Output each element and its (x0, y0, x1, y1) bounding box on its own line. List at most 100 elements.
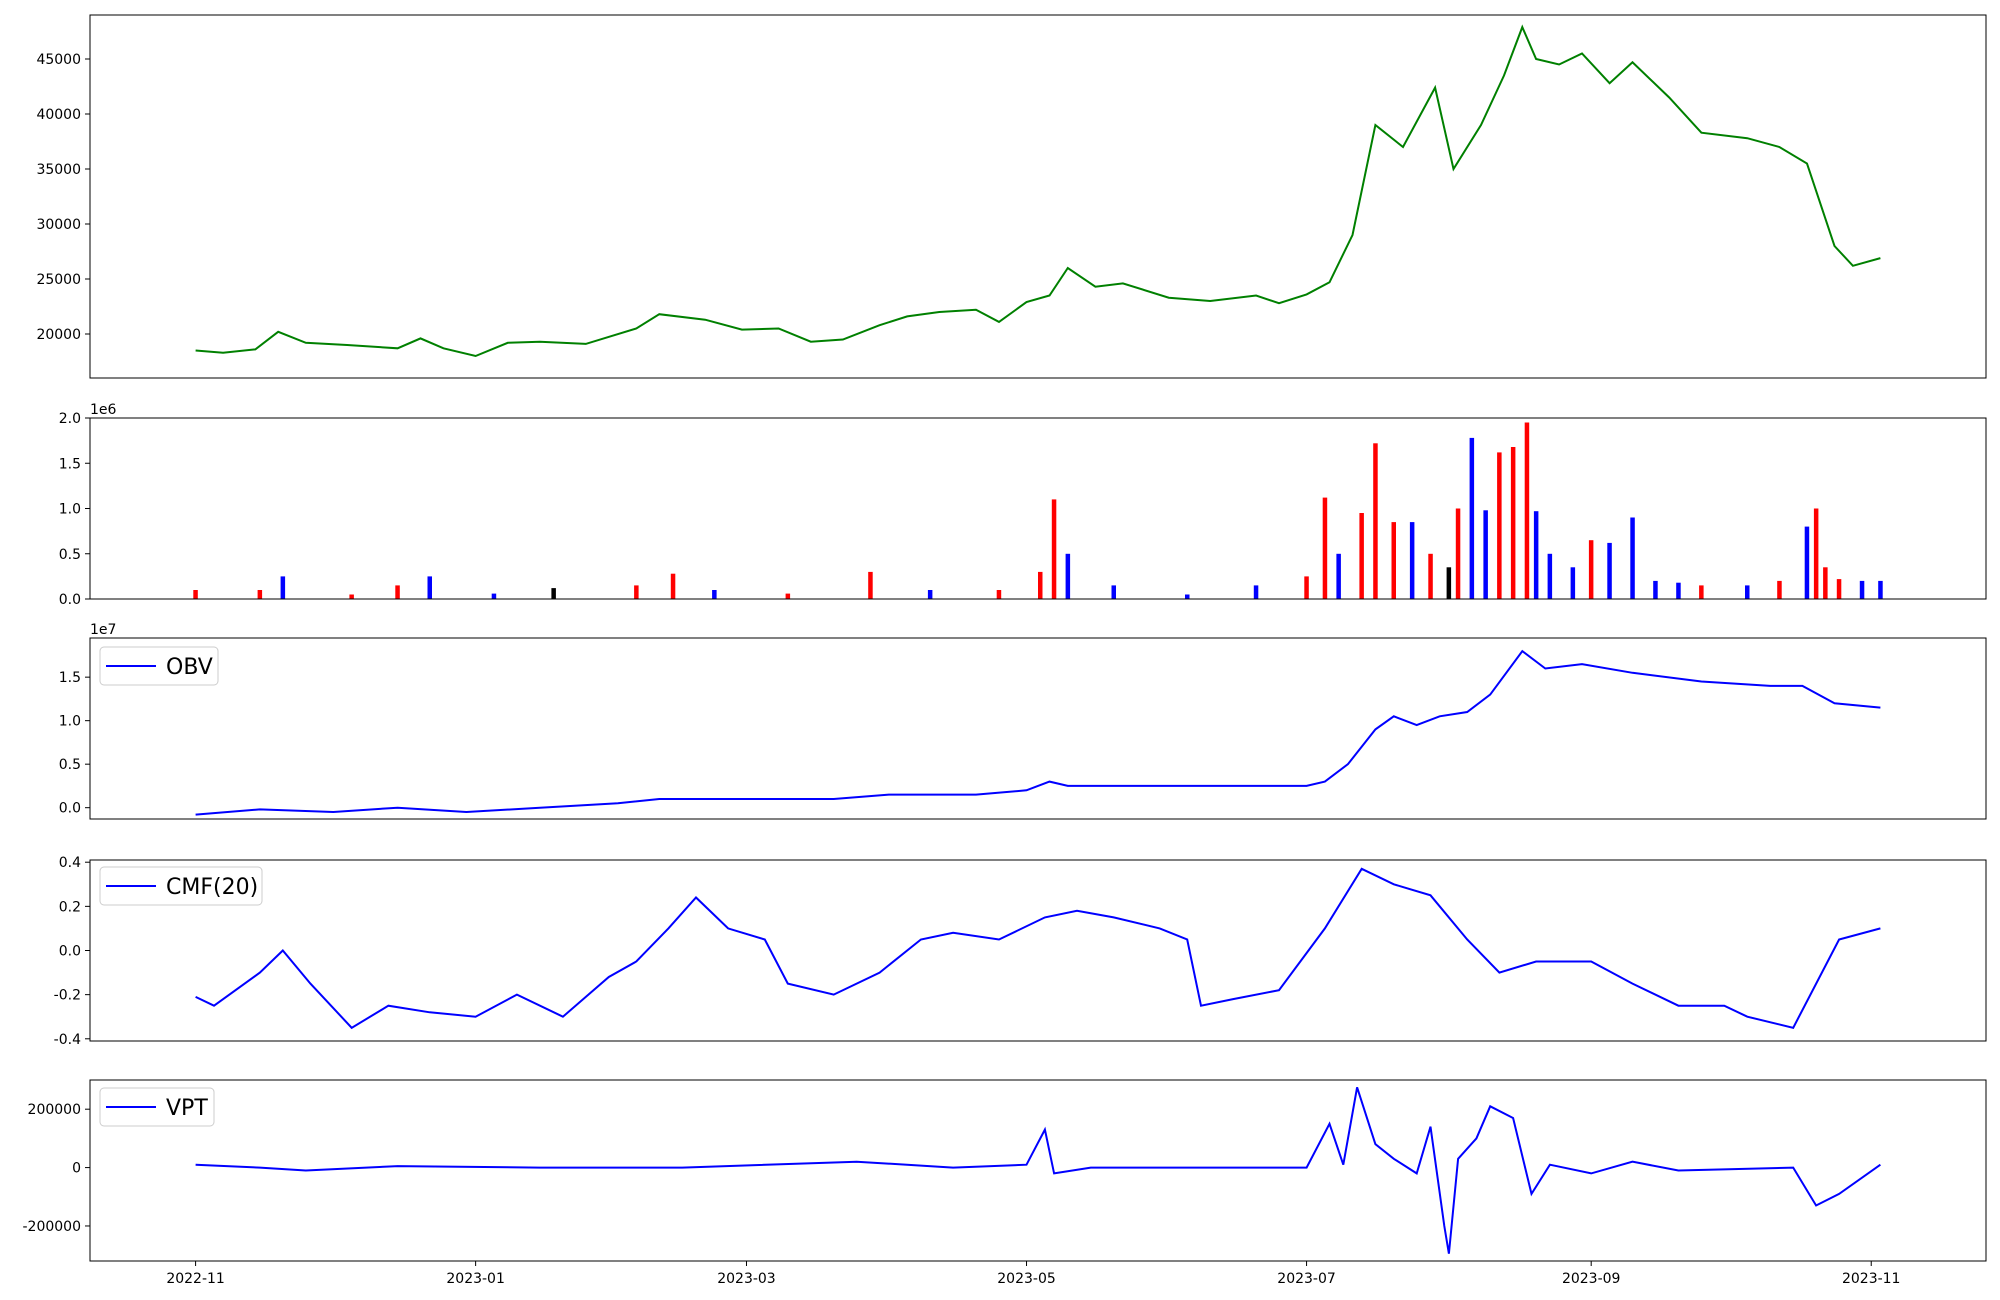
cmf-panel-frame (89, 859, 1987, 1042)
obv-legend-box (99, 646, 219, 686)
volume-bar (1185, 594, 1190, 599)
volume-bar (1630, 517, 1635, 599)
volume-bar (257, 590, 263, 599)
volume-bar (1359, 513, 1364, 599)
vpt-y-ticks: -200000 0 200000 (23, 1102, 90, 1235)
volume-bar (1391, 522, 1396, 599)
x-tick-label: 2023-07 (1277, 1271, 1336, 1287)
volume-bar (1322, 497, 1328, 599)
cmf-y-tick-label: -0.4 (54, 1032, 81, 1048)
volume-panel: 0.0 0.5 1.0 1.5 2.0 1e6 (59, 402, 1987, 608)
volume-bar (1878, 580, 1883, 599)
volume-bar (491, 593, 497, 599)
volume-bar (1570, 567, 1576, 599)
obv-y-tick-label: 0.0 (59, 801, 81, 817)
volume-bar (785, 593, 791, 599)
volume-bar (1111, 585, 1116, 599)
volume-bar (1745, 585, 1750, 599)
x-tick-label: 2023-01 (446, 1271, 505, 1287)
obv-legend: OBV (99, 646, 219, 686)
volume-offset-text: 1e6 (90, 402, 117, 418)
obv-legend-label: OBV (166, 655, 213, 680)
cmf-y-ticks: -0.4 -0.2 0.0 0.2 0.4 (54, 855, 90, 1048)
vpt-panel: -200000 0 200000 VPT (23, 1079, 1987, 1262)
vpt-y-tick-label: -200000 (23, 1219, 82, 1235)
volume-bar (1373, 443, 1378, 599)
volume-bars (193, 422, 1883, 600)
price-y-tick-label: 25000 (36, 272, 81, 288)
volume-bar (1510, 447, 1516, 599)
volume-bar (712, 590, 717, 599)
volume-y-tick-label: 0.5 (59, 547, 81, 563)
price-y-tick-label: 40000 (36, 107, 81, 123)
vpt-y-tick-label: 0 (72, 1161, 81, 1177)
x-axis-ticks: 2022-11 2023-01 2023-03 2023-05 2023-07 2023-… (166, 1261, 1900, 1287)
volume-bar (1813, 508, 1819, 599)
cmf-legend-box (99, 866, 263, 906)
volume-bar (1038, 571, 1043, 599)
volume-y-tick-label: 2.0 (59, 411, 81, 427)
volume-bar (1065, 553, 1071, 600)
cmf-y-tick-label: -0.2 (54, 988, 81, 1004)
volume-y-tick-label: 0.0 (59, 592, 81, 608)
volume-bar (1497, 452, 1502, 599)
x-tick-label: 2023-11 (1842, 1271, 1901, 1287)
price-y-tick-label: 20000 (36, 327, 81, 343)
x-tick-label: 2023-09 (1562, 1271, 1621, 1287)
x-tick-label: 2023-03 (717, 1271, 776, 1287)
volume-bar (1409, 522, 1415, 599)
volume-y-tick-label: 1.0 (59, 502, 81, 518)
volume-bar (1588, 540, 1594, 599)
vpt-legend: VPT (99, 1087, 215, 1127)
volume-bar (1547, 553, 1553, 600)
volume-bar (1653, 580, 1658, 599)
price-panel: 20000 25000 30000 35000 40000 45000 (36, 14, 1987, 379)
x-tick-label: 2023-05 (997, 1271, 1056, 1287)
volume-bar (1336, 553, 1341, 600)
volume-bar (634, 585, 639, 599)
price-y-tick-label: 30000 (36, 217, 81, 233)
cmf-legend-label: CMF(20) (166, 875, 258, 900)
obv-y-tick-label: 1.0 (59, 714, 81, 730)
volume-bar (1607, 542, 1612, 599)
vpt-legend-label: VPT (166, 1096, 208, 1121)
volume-bar (1428, 553, 1433, 600)
volume-bar (1804, 526, 1810, 599)
volume-bar (927, 590, 933, 599)
volume-panel-frame (89, 417, 1987, 600)
price-y-ticks: 20000 25000 30000 35000 40000 45000 (36, 52, 90, 343)
volume-bar (280, 576, 286, 599)
x-tick-label: 2022-11 (166, 1271, 225, 1287)
volume-bar (1823, 567, 1828, 599)
volume-bar (1455, 508, 1461, 599)
volume-y-ticks: 0.0 0.5 1.0 1.5 2.0 (59, 411, 90, 608)
obv-line (195, 649, 1881, 816)
obv-offset-text: 1e7 (90, 622, 116, 638)
obv-y-tick-label: 0.5 (59, 757, 81, 773)
vpt-legend-box (99, 1087, 215, 1127)
obv-y-tick-label: 1.5 (59, 670, 81, 686)
volume-bar (1253, 585, 1259, 599)
volume-bar (1836, 579, 1842, 599)
volume-bar (868, 571, 873, 599)
vpt-y-tick-label: 200000 (28, 1102, 81, 1118)
volume-bar (1859, 580, 1865, 599)
cmf-y-tick-label: 0.2 (59, 899, 81, 915)
volume-bar (1777, 580, 1782, 599)
volume-bar (1533, 511, 1539, 599)
volume-bar (427, 576, 432, 599)
volume-bar (1676, 582, 1681, 599)
vpt-line (195, 1086, 1881, 1254)
volume-bar (670, 573, 676, 599)
obv-y-ticks: 0.0 0.5 1.0 1.5 (59, 670, 90, 817)
price-y-tick-label: 45000 (36, 52, 81, 68)
volume-bar (1699, 585, 1704, 599)
obv-panel: 0.0 0.5 1.0 1.5 1e7 OBV (59, 622, 1987, 820)
price-panel-frame (89, 14, 1987, 379)
cmf-legend: CMF(20) (99, 866, 263, 906)
volume-bar (1469, 437, 1475, 599)
volume-bar (1304, 576, 1309, 599)
volume-bar (193, 590, 198, 599)
volume-bar (1524, 422, 1530, 599)
